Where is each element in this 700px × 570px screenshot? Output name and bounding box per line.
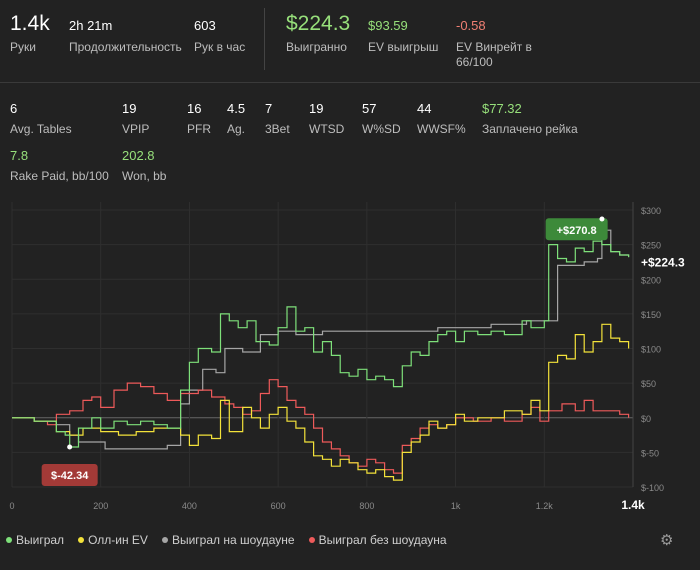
stat-value: 1.4k [10, 12, 50, 35]
stat-rake-bb100: 7.8 Rake Paid, bb/100 [10, 148, 109, 184]
max-label: +$270.8 [557, 225, 597, 237]
x-tick-label: 0 [9, 501, 14, 511]
stat-label: Заплачено рейка [482, 122, 578, 136]
stat-value: 7 [265, 101, 273, 116]
series-line-allin-ev [12, 323, 630, 481]
stat-value: $93.59 [368, 18, 408, 33]
legend-item-allin-ev[interactable]: Олл-ин EV [78, 533, 148, 547]
stat-label: WWSF% [417, 122, 466, 136]
stat-label: PFR [187, 122, 211, 136]
y-tick-label: $300 [641, 206, 661, 216]
stat-hands: 1.4k Руки [10, 12, 50, 55]
stat-value: 57 [362, 101, 377, 116]
series-line-won [12, 240, 630, 448]
stat-value: 4.5 [227, 101, 246, 116]
divider [264, 8, 265, 70]
stat-label: WTSD [309, 122, 345, 136]
x-tick-label: 1.4k [621, 498, 645, 512]
legend-label: Выиграл без шоудауна [318, 533, 447, 547]
stat-value: 44 [417, 101, 432, 116]
max-marker [599, 216, 605, 222]
gear-icon[interactable]: ⚙ [660, 532, 674, 549]
stat-label: EV выигрыш [368, 40, 439, 54]
y-tick-label: $0 [641, 414, 651, 424]
stat-label: 3Bet [265, 122, 290, 136]
stat-ev-won: $93.59 EV выигрыш [368, 18, 438, 55]
stat-rake-paid: $77.32 Заплачено рейка [482, 101, 578, 137]
stat-value: -0.58 [456, 18, 486, 33]
legend-item-won[interactable]: Выиграл [6, 533, 64, 547]
stat-hands-per-hour: 603 Рук в час [194, 18, 245, 55]
stat-value: 7.8 [10, 148, 29, 163]
stat-value: 202.8 [122, 148, 155, 163]
legend-label: Выиграл на шоудауне [171, 533, 295, 547]
stat-value: 19 [122, 101, 137, 116]
series-line-non-showdown [12, 379, 630, 474]
stat-duration: 2h 21m Продолжительность [69, 18, 182, 55]
stat-value: 2h 21m [69, 18, 113, 33]
stat-label: EV Винрейт в 66/100 [456, 40, 532, 70]
y-tick-label: $-50 [641, 448, 659, 458]
stat-label-line2: 66/100 [456, 55, 493, 69]
stat-3bet: 7 3Bet [265, 101, 290, 137]
stat-value: 19 [309, 101, 324, 116]
stat-value: 603 [194, 18, 216, 33]
series-line-showdown [12, 229, 630, 450]
stat-wwsf: 44 WWSF% [417, 101, 466, 137]
end-value-label: +$224.3 [641, 255, 685, 269]
stat-vpip: 19 VPIP [122, 101, 149, 137]
divider [0, 82, 700, 83]
y-tick-label: $200 [641, 275, 661, 285]
stat-label: Avg. Tables [10, 122, 72, 136]
x-tick-label: 1.2k [536, 501, 554, 511]
legend-label: Олл-ин EV [88, 533, 148, 547]
y-tick-label: $250 [641, 241, 661, 251]
legend-dot-won [6, 537, 12, 543]
x-tick-label: 400 [182, 501, 197, 511]
max-label-box [545, 218, 608, 241]
stat-value: $224.3 [286, 12, 351, 35]
legend-item-showdown[interactable]: Выиграл на шоудауне [161, 533, 295, 547]
stat-label-line1: EV Винрейт в [456, 40, 532, 54]
stat-agg: 4.5 Ag. [227, 101, 245, 137]
stat-label: Ag. [227, 122, 246, 136]
stat-won-bb: 202.8 Won, bb [122, 148, 166, 184]
x-tick-label: 800 [359, 501, 374, 511]
stat-value: 16 [187, 101, 202, 116]
stat-ev-winrate: -0.58 EV Винрейт в 66/100 [456, 18, 532, 70]
legend-dot-showdown [161, 537, 168, 543]
legend-dot-allin-ev [78, 537, 85, 543]
profit-chart[interactable]: $300 $250 $200 $150 $100 $50 $0 $-50 $-100 0 200 40… [0, 195, 700, 525]
chart-legend: Выиграл Олл-ин EV Выиграл на шоудауне Вы… [6, 533, 447, 547]
stat-label: Rake Paid, bb/100 [10, 169, 109, 183]
min-marker [67, 444, 73, 450]
stat-pfr: 16 PFR [187, 101, 211, 137]
stat-label: Руки [10, 40, 36, 54]
min-label: $-42.34 [51, 470, 89, 482]
y-tick-label: $-100 [641, 483, 664, 493]
stat-wsd: 57 W%SD [362, 101, 401, 137]
stat-wtsd: 19 WTSD [309, 101, 344, 137]
stat-label: VPIP [122, 122, 150, 136]
stat-label: Продолжительность [69, 40, 182, 54]
legend-label: Выиграл [16, 533, 65, 547]
min-label-box [41, 464, 98, 487]
stat-won: $224.3 Выигранно [286, 12, 350, 55]
y-tick-label: $150 [641, 310, 661, 320]
stat-label: Рук в час [194, 40, 246, 54]
stat-value: 6 [10, 101, 18, 116]
stat-label: Выигранно [286, 40, 347, 54]
stat-avg-tables: 6 Avg. Tables [10, 101, 72, 137]
stat-value: $77.32 [482, 101, 522, 116]
x-tick-label: 1k [451, 501, 461, 511]
y-tick-label: $100 [641, 345, 661, 355]
stat-label: Won, bb [122, 169, 167, 183]
stat-label: W%SD [362, 122, 401, 136]
x-tick-label: 200 [93, 501, 108, 511]
legend-item-non-showdown[interactable]: Выиграл без шоудауна [308, 533, 447, 547]
y-tick-label: $50 [641, 379, 656, 389]
legend-dot-non-showdown [308, 537, 315, 543]
x-tick-label: 600 [271, 501, 286, 511]
